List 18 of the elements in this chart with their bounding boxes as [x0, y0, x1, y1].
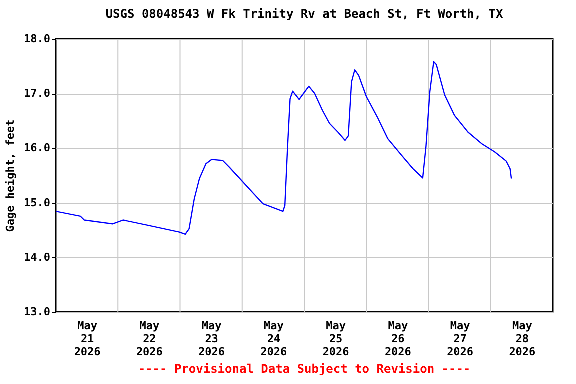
y-tick-label: 16.0 — [24, 142, 50, 155]
x-tick-label: May 25 2026 — [322, 320, 350, 358]
y-tick-label: 18.0 — [24, 32, 50, 46]
text: ---- Provisional Data Subject to Revision ---- — [138, 362, 471, 376]
y-tick-label: 17.0 — [24, 87, 50, 100]
x-tick-label: May 28 2026 — [509, 320, 536, 358]
x-tick-label: May 24 2026 — [260, 320, 288, 358]
x-tick-label: May 22 2026 — [136, 320, 164, 358]
x-tick-label: May 27 2026 — [447, 320, 474, 358]
y-tick-label: 15.0 — [24, 196, 50, 210]
x-tick-label: May 21 2026 — [74, 320, 102, 358]
chart-title: USGS 08048543 W Fk Trinity Rv at Beach St, Ft Worth, TX — [106, 7, 504, 21]
y-tick-label: 14.0 — [24, 250, 50, 264]
x-tick-label: May 23 2026 — [198, 320, 226, 358]
x-tick-label: May 26 2026 — [384, 320, 412, 358]
y-axis-title: Gage height, feet — [4, 120, 18, 232]
y-tick-label: 13.0 — [24, 306, 50, 318]
line-series — [56, 61, 512, 236]
